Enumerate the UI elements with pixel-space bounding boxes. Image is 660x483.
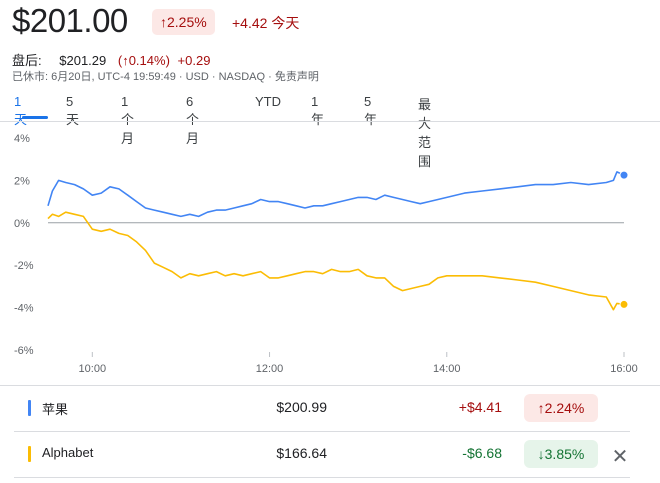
x-tick-label: 12:00 bbox=[256, 363, 284, 375]
active-tab-indicator bbox=[22, 116, 48, 119]
bottom-divider bbox=[14, 477, 630, 478]
alphabet-color-bar bbox=[28, 446, 31, 462]
after-hours-row: 盘后: $201.29 (↑0.14%) +0.29 bbox=[12, 50, 210, 69]
x-tick-label: 16:00 bbox=[610, 363, 638, 375]
compare-row-apple[interactable]: 苹果 $200.99 +$4.41 ↑2.24% bbox=[0, 388, 640, 428]
after-hours-abs: +0.29 bbox=[177, 53, 211, 68]
compare-pct-badge: ↓3.85% bbox=[524, 440, 598, 468]
stock-price: $201.00 bbox=[12, 2, 128, 39]
compare-pct-badge: ↑2.24% bbox=[524, 394, 598, 422]
compare-name: 苹果 bbox=[42, 402, 69, 417]
tab-0[interactable]: 1 天 bbox=[14, 94, 28, 127]
tab-5[interactable]: 1 年 bbox=[311, 94, 325, 127]
y-tick-label: -4% bbox=[14, 303, 34, 315]
tab-7[interactable]: 最大范围 bbox=[418, 97, 432, 169]
compare-change: -$6.68 bbox=[462, 445, 502, 461]
apple-color-bar bbox=[28, 400, 31, 416]
after-hours-label: 盘后: bbox=[12, 53, 42, 68]
change-pct-badge: ↑2.25% bbox=[152, 9, 215, 35]
compare-name: Alphabet bbox=[42, 445, 94, 460]
x-tick-label: 10:00 bbox=[79, 363, 107, 375]
y-tick-label: -2% bbox=[14, 260, 34, 272]
compare-price: $166.64 bbox=[276, 445, 327, 461]
tab-6[interactable]: 5 年 bbox=[364, 94, 378, 127]
after-hours-pct: (↑0.14%) bbox=[117, 53, 170, 68]
x-tick-label: 14:00 bbox=[433, 363, 461, 375]
series-endpoint-alphabet bbox=[619, 299, 629, 309]
change-abs: +4.42 今天 bbox=[232, 15, 300, 31]
series-endpoint-apple bbox=[619, 170, 629, 180]
compare-price: $200.99 bbox=[276, 399, 327, 415]
row-divider bbox=[14, 431, 630, 432]
tab-2[interactable]: 1 个月 bbox=[121, 94, 135, 146]
tab-4[interactable]: YTD bbox=[255, 94, 281, 109]
tabs-divider bbox=[0, 121, 660, 122]
remove-compare-close-icon[interactable]: ✕ bbox=[611, 444, 629, 468]
chart-divider bbox=[0, 385, 660, 386]
compare-change: +$4.41 bbox=[458, 399, 502, 415]
y-tick-label: 0% bbox=[14, 218, 30, 230]
tab-3[interactable]: 6 个月 bbox=[186, 94, 200, 146]
price-chart[interactable]: 4% 2% 0% -2% -4% -6% 10:00 12:00 14:00 16:00 bbox=[0, 124, 660, 386]
series-line-alphabet bbox=[47, 211, 625, 311]
compare-row-alphabet[interactable]: Alphabet $166.64 -$6.68 ↓3.85% bbox=[0, 434, 640, 474]
tab-1[interactable]: 5 天 bbox=[66, 94, 80, 127]
y-tick-label: 4% bbox=[14, 133, 30, 145]
y-tick-label: 2% bbox=[14, 175, 30, 187]
after-hours-price: $201.29 bbox=[59, 53, 107, 68]
series-line-apple bbox=[47, 171, 625, 218]
market-meta: 已休市: 6月20日, UTC-4 19:59:49 · USD · NASDA… bbox=[12, 71, 319, 83]
y-tick-label: -6% bbox=[14, 345, 34, 357]
